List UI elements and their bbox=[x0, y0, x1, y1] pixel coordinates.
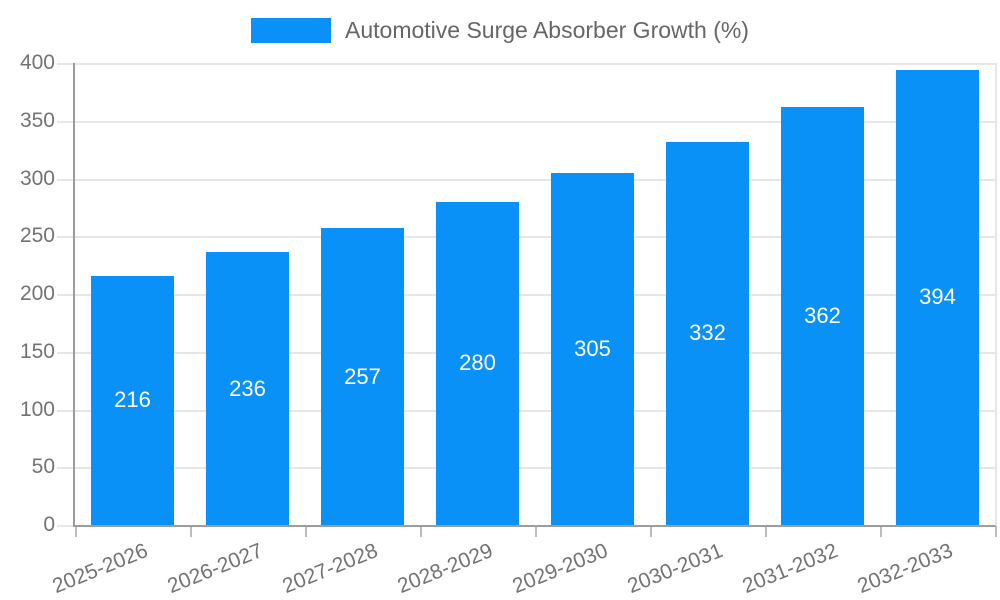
x-tick bbox=[765, 527, 767, 537]
x-tick bbox=[420, 527, 422, 537]
x-tick bbox=[305, 527, 307, 537]
y-tick bbox=[57, 120, 73, 123]
bar-value-label: 257 bbox=[344, 363, 381, 389]
x-tick-label: 2025-2026 bbox=[49, 539, 152, 598]
bar: 257 bbox=[321, 228, 404, 525]
bar-value-label: 332 bbox=[689, 320, 726, 346]
gridline bbox=[75, 294, 995, 296]
gridline bbox=[75, 351, 995, 354]
bar-value-label: 305 bbox=[574, 335, 611, 361]
y-tick bbox=[57, 236, 73, 239]
y-tick-label: 400 bbox=[19, 51, 55, 74]
y-tick bbox=[57, 63, 73, 65]
y-tick-label: 300 bbox=[19, 166, 55, 190]
y-tick bbox=[57, 467, 73, 470]
gridline bbox=[75, 236, 995, 239]
x-tick bbox=[535, 527, 537, 537]
y-tick-label: 350 bbox=[19, 108, 55, 132]
bar: 362 bbox=[781, 106, 864, 525]
y-tick bbox=[57, 409, 73, 412]
x-tick-label: 2029-2030 bbox=[509, 539, 612, 598]
x-tick bbox=[995, 527, 997, 537]
x-tick bbox=[75, 527, 77, 537]
gridline bbox=[75, 63, 995, 65]
bar-value-label: 362 bbox=[804, 302, 841, 328]
y-tick-label: 150 bbox=[19, 339, 55, 363]
bar: 216 bbox=[91, 275, 174, 525]
bar-value-label: 236 bbox=[229, 375, 266, 401]
legend-swatch bbox=[251, 18, 332, 43]
legend-label: Automotive Surge Absorber Growth (%) bbox=[345, 17, 749, 43]
gridline bbox=[75, 409, 995, 412]
bar-value-label: 216 bbox=[114, 387, 151, 413]
y-tick-label: 250 bbox=[19, 224, 55, 248]
chart-legend: Automotive Surge Absorber Growth (%) bbox=[0, 17, 1000, 44]
y-tick bbox=[57, 525, 73, 527]
y-tick-label: 0 bbox=[43, 513, 55, 536]
y-tick bbox=[57, 294, 73, 296]
x-tick-label: 2031-2032 bbox=[739, 539, 842, 598]
gridline bbox=[75, 467, 995, 470]
plot-area: 0 50 100 150 200 250 300 350 400 216 236 257 280 305 3… bbox=[20, 51, 997, 598]
x-tick bbox=[880, 527, 882, 537]
bar: 280 bbox=[436, 201, 519, 525]
bar: 332 bbox=[666, 141, 749, 525]
x-tick-label: 2027-2028 bbox=[279, 539, 382, 598]
y-tick-label: 200 bbox=[19, 282, 55, 305]
x-tick bbox=[650, 527, 652, 537]
bar: 236 bbox=[206, 252, 289, 525]
x-tick-label: 2032-2033 bbox=[854, 539, 957, 598]
y-tick-label: 100 bbox=[19, 397, 55, 421]
x-tick-label: 2030-2031 bbox=[624, 539, 727, 598]
y-tick bbox=[57, 351, 73, 354]
y-tick bbox=[57, 178, 73, 181]
bar: 394 bbox=[896, 69, 979, 525]
bar-value-label: 394 bbox=[919, 284, 956, 310]
bar: 305 bbox=[551, 172, 634, 525]
x-tick-label: 2028-2029 bbox=[394, 539, 497, 598]
x-tick bbox=[190, 527, 192, 537]
bar-value-label: 280 bbox=[459, 350, 496, 376]
x-tick-label: 2026-2027 bbox=[164, 539, 267, 598]
gridline bbox=[75, 120, 995, 123]
gridline bbox=[75, 178, 995, 181]
y-tick-label: 50 bbox=[31, 455, 55, 479]
